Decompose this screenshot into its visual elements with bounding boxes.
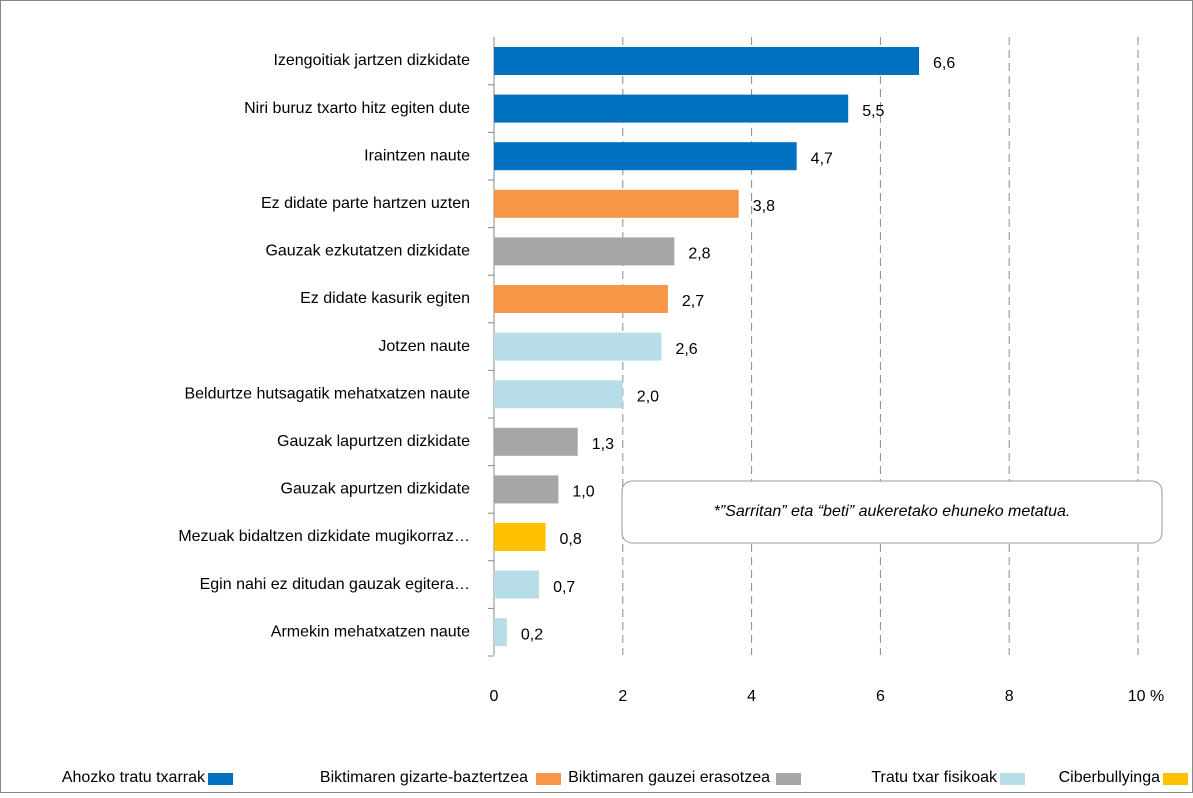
- x-tick-label: 6: [876, 688, 885, 705]
- y-tick-label: Izengoitiak jartzen dizkidate: [273, 52, 470, 69]
- data-label: 2,8: [688, 246, 710, 263]
- x-tick-label: 8: [1005, 688, 1014, 705]
- y-tick-label: Armekin mehatxatzen naute: [271, 623, 470, 640]
- y-tick-label: Ez didate parte hartzen uzten: [261, 195, 470, 212]
- data-label: 2,7: [682, 293, 704, 310]
- legend-swatch: [776, 773, 801, 785]
- y-tick-label: Jotzen naute: [378, 338, 470, 355]
- bar: [494, 237, 675, 266]
- data-label: 0,7: [553, 579, 575, 596]
- legend-swatch: [1163, 773, 1188, 785]
- y-tick-label: Gauzak ezkutatzen dizkidate: [265, 243, 470, 260]
- data-label: 0,8: [560, 531, 582, 548]
- y-tick-label: Mezuak bidaltzen dizkidate mugikorraz…: [178, 528, 470, 545]
- legend-label: Biktimaren gauzei erasotzea: [568, 769, 770, 786]
- legend-label: Biktimaren gizarte-baztertzea: [320, 769, 528, 786]
- data-label: 5,5: [862, 103, 884, 120]
- bar: [494, 285, 668, 313]
- data-label: 0,2: [521, 626, 543, 643]
- data-label: 2,6: [675, 341, 697, 358]
- data-label: 1,0: [572, 484, 594, 501]
- y-tick-label: Egin nahi ez ditudan gauzak egitera…: [200, 576, 470, 593]
- y-tick-label: Beldurtze hutsagatik mehatxatzen naute: [184, 385, 470, 402]
- legend-label: Ciberbullyinga: [1059, 769, 1160, 786]
- data-label: 6,6: [933, 55, 955, 72]
- annotation-box: [621, 480, 1163, 544]
- legend-label: Tratu txar fisikoak: [871, 769, 998, 786]
- y-tick-label: Ez didate kasurik egiten: [300, 290, 470, 307]
- y-tick-label: Gauzak lapurtzen dizkidate: [277, 433, 470, 450]
- bar: [494, 618, 507, 647]
- bar: [494, 523, 546, 551]
- bar: [494, 380, 623, 409]
- bar: [494, 94, 849, 123]
- x-tick-label: 0: [490, 688, 499, 705]
- bar: [494, 427, 578, 456]
- data-label: 1,3: [592, 436, 614, 453]
- y-tick-label: Niri buruz txarto hitz egiten dute: [244, 100, 470, 117]
- data-label: 4,7: [811, 150, 833, 167]
- bar: [494, 189, 739, 218]
- legend-swatch: [1000, 773, 1025, 785]
- bar: [494, 475, 559, 504]
- legend-swatch: [536, 773, 561, 785]
- legend-label: Ahozko tratu txarrak: [62, 769, 206, 786]
- x-tick-label: 10 %: [1128, 688, 1164, 705]
- bar: [494, 570, 540, 599]
- data-label: 3,8: [753, 198, 775, 215]
- bar: [494, 142, 797, 171]
- x-tick-label: 2: [618, 688, 627, 705]
- x-tick-label: 4: [747, 688, 756, 705]
- legend-swatch: [208, 773, 233, 785]
- bar: [494, 47, 920, 75]
- y-tick-label: Gauzak apurtzen dizkidate: [281, 481, 471, 498]
- y-tick-label: Iraintzen naute: [364, 147, 470, 164]
- annotation: *”Sarritan” eta “beti” aukeretako ehunek…: [714, 503, 1071, 520]
- data-label: 2,0: [637, 388, 659, 405]
- bar: [494, 332, 662, 361]
